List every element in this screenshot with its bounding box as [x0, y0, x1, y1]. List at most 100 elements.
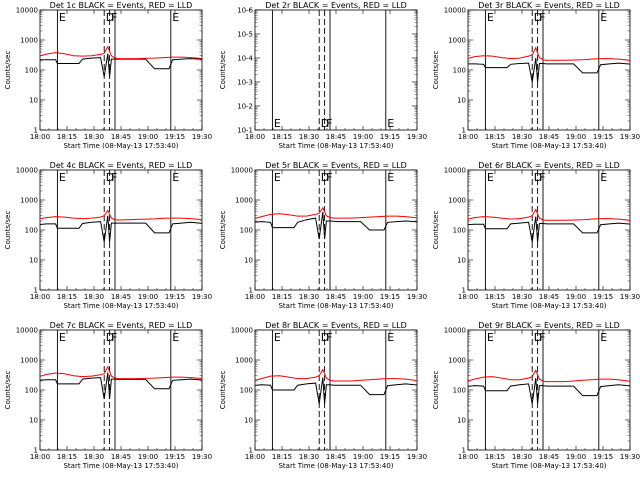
y-tick-label: 10 [457, 257, 466, 265]
series-lld-line [40, 209, 202, 221]
x-tick-label: 19:00 [566, 453, 586, 461]
flag-label: E [172, 11, 179, 24]
y-tick-label: 10 [244, 257, 253, 265]
x-tick-label: 18:45 [326, 293, 346, 301]
flag-label: F [539, 331, 545, 344]
y-tick-label: 1000 [448, 197, 466, 205]
x-axis-label: Start Time (08-May-13 17:53:40) [491, 142, 606, 150]
flag-label: E [274, 117, 281, 130]
flag-label: D [106, 171, 114, 184]
series-events-line [468, 378, 630, 404]
x-tick-label: 18:15 [485, 133, 505, 141]
flag-label: D [534, 11, 542, 24]
y-tick-label: 10 [29, 97, 38, 105]
y-axis-label: Counts/sec [432, 371, 440, 410]
x-tick-label: 18:00 [30, 293, 50, 301]
x-tick-label: 18:30 [512, 453, 532, 461]
x-tick-label: 19:15 [165, 453, 185, 461]
x-tick-label: 18:45 [326, 453, 346, 461]
y-tick-label: 1000 [20, 197, 38, 205]
flag-label: F [539, 171, 545, 184]
flag-label: F [326, 117, 332, 130]
y-axis-label: Counts/sec [219, 51, 227, 90]
y-tick-label: 100 [25, 387, 38, 395]
x-tick-label: 18:45 [539, 453, 559, 461]
panel-title: Det 3r BLACK = Events, RED = LLD [478, 1, 620, 10]
y-tick-label: 10-4 [237, 55, 253, 63]
x-tick-label: 19:30 [407, 453, 427, 461]
x-tick-label: 19:30 [192, 293, 212, 301]
flag-label: F [111, 11, 117, 24]
flag-label: E [387, 171, 394, 184]
x-tick-label: 19:00 [138, 453, 158, 461]
x-tick-label: 19:15 [380, 453, 400, 461]
x-tick-label: 19:00 [566, 293, 586, 301]
y-tick-label: 10 [457, 417, 466, 425]
x-tick-label: 18:00 [458, 293, 478, 301]
y-tick-label: 10000 [16, 327, 38, 335]
series-events-line [40, 53, 202, 77]
x-tick-label: 18:30 [512, 293, 532, 301]
panel-det-6: Det 6r BLACK = Events, RED = LLD 18:00 18:… [432, 161, 640, 310]
x-tick-label: 19:00 [138, 293, 158, 301]
x-tick-label: 18:15 [272, 133, 292, 141]
panel-title: Det 2r BLACK = Events, RED = LLD [265, 1, 407, 10]
y-tick-label: 10 [29, 417, 38, 425]
x-tick-label: 18:00 [458, 133, 478, 141]
x-axis-label: Start Time (08-May-13 17:53:40) [63, 462, 178, 470]
y-tick-label: 100 [453, 67, 466, 75]
y-tick-label: 10000 [444, 7, 466, 15]
y-axis-label: Counts/sec [219, 211, 227, 250]
series-events-line [468, 216, 630, 242]
plot-frame [467, 9, 631, 131]
flag-label: E [487, 171, 494, 184]
x-tick-label: 19:15 [380, 293, 400, 301]
x-tick-label: 18:45 [111, 133, 131, 141]
plot-frame [254, 9, 418, 131]
flag-label: D [106, 11, 114, 24]
x-tick-label: 18:00 [245, 293, 265, 301]
series-lld-line [468, 369, 630, 383]
x-tick-label: 18:15 [57, 133, 77, 141]
x-tick-label: 19:30 [192, 453, 212, 461]
x-tick-label: 19:30 [620, 133, 640, 141]
y-tick-label: 10 [457, 97, 466, 105]
x-axis-label: Start Time (08-May-13 17:53:40) [63, 302, 178, 310]
x-tick-label: 19:15 [593, 453, 613, 461]
series-lld-line [255, 206, 417, 219]
series-events-line [468, 58, 630, 82]
x-axis-label: Start Time (08-May-13 17:53:40) [278, 462, 393, 470]
x-tick-label: 18:30 [84, 133, 104, 141]
panel-title: Det 7c BLACK = Events, RED = LLD [50, 321, 193, 330]
series-lld-line [468, 46, 630, 61]
panel-det-2: Det 2r BLACK = Events, RED = LLD 18:00 18:… [219, 1, 427, 150]
panel-title: Det 1c BLACK = Events, RED = LLD [50, 1, 193, 10]
y-tick-label: 1 [34, 287, 38, 295]
panel-det-4: Det 4c BLACK = Events, RED = LLD 18:00 18:… [4, 161, 212, 310]
series-events-line [255, 211, 417, 240]
x-axis-label: Start Time (08-May-13 17:53:40) [278, 142, 393, 150]
y-axis-label: Counts/sec [4, 211, 12, 250]
flag-label: E [172, 331, 179, 344]
y-tick-label: 1 [34, 127, 38, 135]
y-tick-label: 1 [249, 447, 253, 455]
x-tick-label: 19:00 [566, 133, 586, 141]
panel-det-3: Det 3r BLACK = Events, RED = LLD 18:00 18:… [432, 1, 640, 150]
plot-frame [39, 329, 203, 451]
y-tick-label: 10000 [444, 327, 466, 335]
plot-frame [39, 9, 203, 131]
x-tick-label: 19:30 [407, 133, 427, 141]
x-axis-label: Start Time (08-May-13 17:53:40) [491, 462, 606, 470]
y-tick-label: 100 [240, 387, 253, 395]
plot-frame [39, 169, 203, 291]
y-tick-label: 1 [34, 447, 38, 455]
x-tick-label: 19:30 [192, 133, 212, 141]
x-tick-label: 18:00 [30, 133, 50, 141]
flag-label: D [534, 331, 542, 344]
flag-label: D [321, 331, 329, 344]
flag-label: E [274, 331, 281, 344]
y-tick-label: 10-2 [237, 103, 253, 111]
x-tick-label: 18:15 [485, 293, 505, 301]
